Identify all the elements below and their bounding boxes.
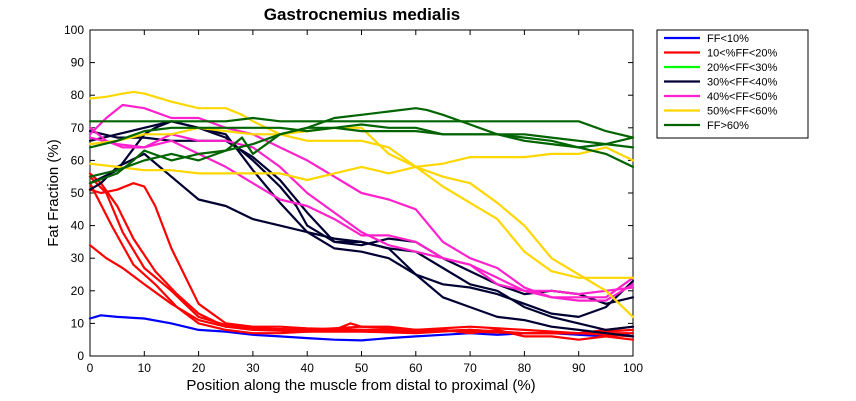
series-line-4-0	[88, 103, 635, 299]
series-line-1-4	[88, 182, 635, 341]
x-tick-label: 60	[409, 361, 423, 375]
legend-label: 10<%FF<20%	[707, 48, 778, 60]
legend-label: 50%<FF<60%	[707, 106, 778, 118]
series-lines	[88, 90, 635, 342]
x-tick-label: 90	[572, 361, 586, 375]
x-tick-label: 80	[518, 361, 532, 375]
y-tick-label: 0	[77, 349, 84, 363]
axis-ticks: 0 10 20 30 40 50 60 70 80 90 100 0 10 20 30 40 50 60 70 80 9…	[64, 23, 643, 375]
y-tick-label: 100	[64, 23, 84, 37]
series-line-6-0	[88, 116, 635, 139]
series-line-5-0	[88, 90, 635, 279]
x-tick-label: 20	[192, 361, 206, 375]
x-tick-label: 0	[87, 361, 94, 375]
series-line-5-2	[88, 126, 635, 318]
x-tick-label: 30	[246, 361, 260, 375]
y-tick-label: 50	[71, 186, 85, 200]
x-axis-label: Position along the muscle from distal to…	[186, 377, 535, 394]
series-line-3-2	[88, 120, 635, 318]
y-tick-label: 20	[71, 284, 85, 298]
x-tick-label: 100	[623, 361, 643, 375]
x-tick-label: 70	[463, 361, 477, 375]
y-tick-label: 40	[71, 219, 85, 233]
y-axis-label: Fat Fraction (%)	[45, 139, 62, 247]
series-line-6-3	[88, 126, 635, 149]
y-tick-label: 60	[71, 153, 85, 167]
x-tick-label: 50	[355, 361, 369, 375]
series-line-4-2	[88, 133, 635, 302]
legend-label: 30%<FF<40%	[707, 77, 778, 89]
y-tick-label: 70	[71, 121, 85, 135]
y-tick-label: 90	[71, 56, 85, 70]
series-line-3-0	[88, 152, 635, 338]
legend-label: 40%<FF<50%	[707, 91, 778, 103]
legend-label: FF>60%	[707, 120, 749, 132]
legend-box	[656, 29, 809, 139]
chart-title: Gastrocnemius medialis	[264, 5, 461, 24]
series-line-4-1	[88, 126, 635, 296]
y-tick-label: 30	[71, 251, 85, 265]
series-line-1-3	[88, 175, 635, 335]
x-tick-label: 10	[138, 361, 152, 375]
series-line-1-2	[88, 182, 635, 335]
y-tick-label: 80	[71, 88, 85, 102]
legend: FF<10% 10<%FF<20% 20%<FF<30% 30%<FF<40% 40%<…	[656, 29, 809, 139]
y-tick-label: 10	[71, 316, 85, 330]
legend-label: 20%<FF<30%	[707, 62, 778, 74]
series-line-5-1	[88, 146, 635, 182]
legend-label: FF<10%	[707, 33, 749, 45]
x-tick-label: 40	[301, 361, 315, 375]
